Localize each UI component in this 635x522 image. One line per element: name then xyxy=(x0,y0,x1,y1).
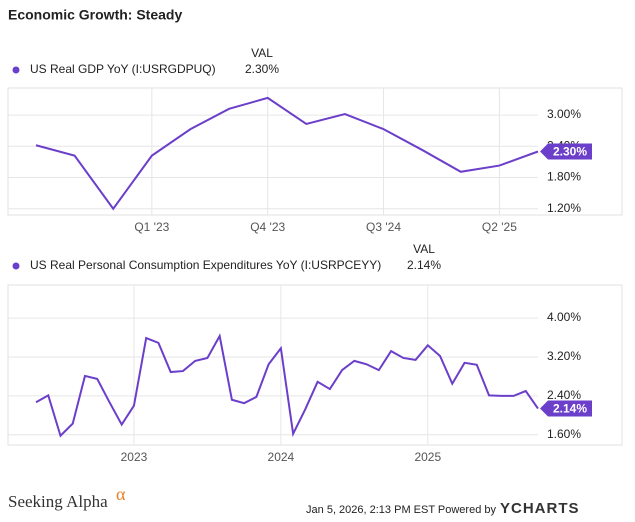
y-tick-label: 2.40% xyxy=(547,388,581,402)
legend-marker xyxy=(12,66,20,74)
value-tag-label: 2.30% xyxy=(553,145,587,159)
y-tick-label: 1.20% xyxy=(547,201,581,215)
legend-value: 2.14% xyxy=(407,258,441,272)
legend-marker xyxy=(12,262,20,270)
plot-frame xyxy=(7,284,623,446)
x-tick-label: 2025 xyxy=(414,450,441,464)
y-tick-label: 1.60% xyxy=(547,427,581,441)
brand-mark: α xyxy=(116,484,126,504)
value-tag-label: 2.14% xyxy=(553,402,587,416)
brand: Seeking Alpha xyxy=(8,492,108,511)
y-tick-label: 4.00% xyxy=(547,310,581,324)
y-tick-label: 1.80% xyxy=(547,170,581,184)
value-tag xyxy=(540,400,592,417)
legend-label: US Real Personal Consumption Expenditure… xyxy=(30,258,381,272)
y-tick-label: 3.20% xyxy=(547,349,581,363)
data-line xyxy=(35,96,539,211)
x-tick-label: Q1 '23 xyxy=(134,220,169,234)
legend-label: US Real GDP YoY (I:USRGDPUQ) xyxy=(30,62,216,76)
x-tick-label: Q2 '25 xyxy=(482,220,517,234)
page-title: Economic Growth: Steady xyxy=(8,7,182,23)
value-tag xyxy=(540,143,592,160)
x-tick-label: Q3 '24 xyxy=(366,220,401,234)
x-tick-label: 2023 xyxy=(121,450,148,464)
plot-frame xyxy=(7,87,623,216)
ycharts-logo: YCHARTS xyxy=(500,500,580,517)
data-line xyxy=(35,333,539,438)
legend-header: VAL xyxy=(413,242,435,256)
x-tick-label: Q4 '23 xyxy=(250,220,285,234)
legend-header: VAL xyxy=(251,46,273,60)
legend-value: 2.30% xyxy=(245,62,279,76)
y-tick-label: 3.00% xyxy=(547,107,581,121)
timestamp: Jan 5, 2026, 2:13 PM EST Powered by xyxy=(306,504,496,516)
x-tick-label: 2024 xyxy=(268,450,295,464)
